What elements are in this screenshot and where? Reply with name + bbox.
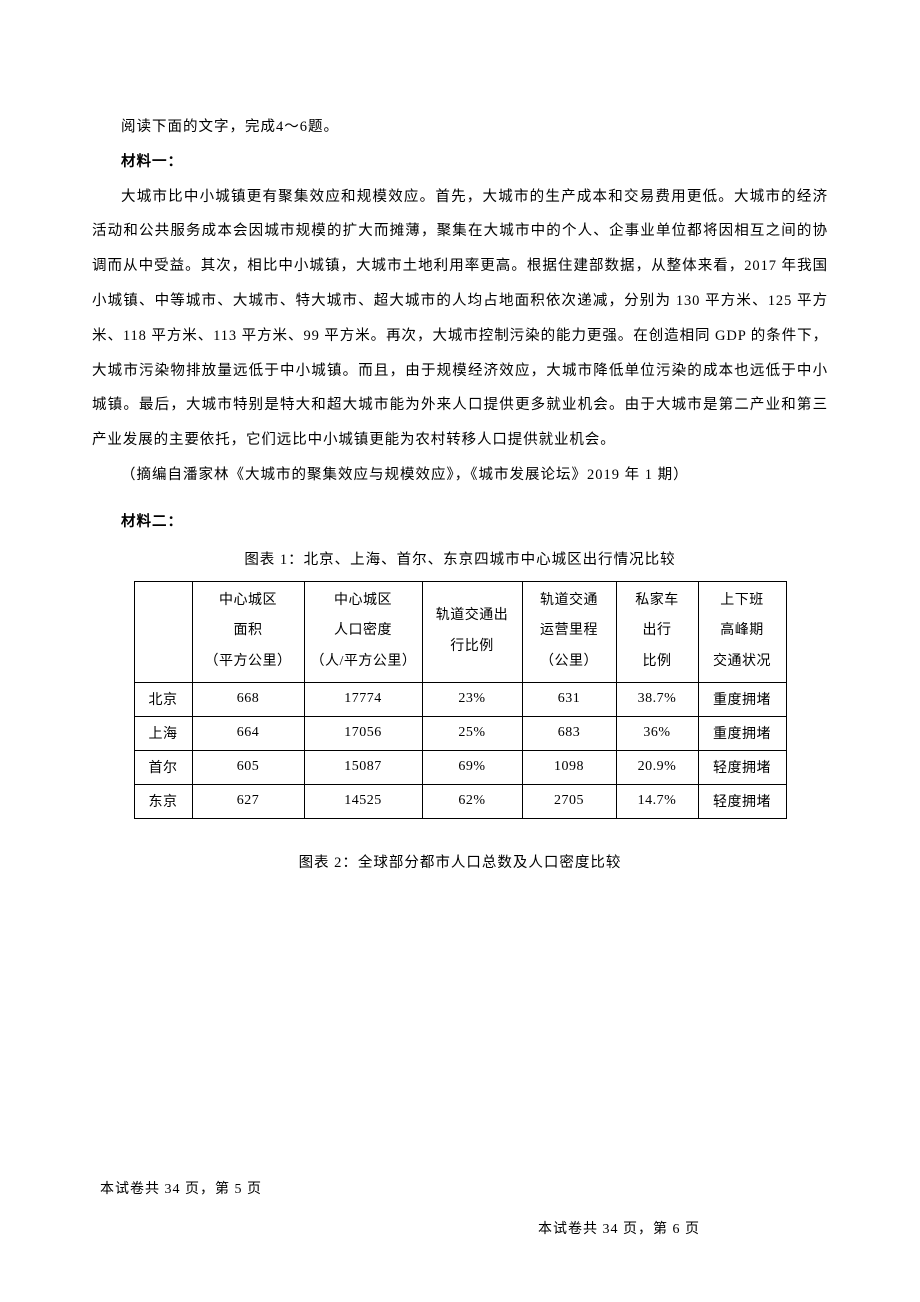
- hdr1-l1: 中心城区: [199, 586, 298, 617]
- cell-city: 首尔: [134, 750, 192, 784]
- hdr6-l1: 上下班: [705, 586, 780, 617]
- cell-rail-km: 631: [522, 682, 616, 716]
- cell-car-ratio: 14.7%: [616, 784, 698, 818]
- hdr5-l2: 出行: [623, 616, 692, 647]
- cell-city: 上海: [134, 716, 192, 750]
- table1-hdr-5: 私家车 出行 比例: [616, 581, 698, 682]
- cell-traffic: 重度拥堵: [698, 682, 786, 716]
- table1: 中心城区 面积 （平方公里） 中心城区 人口密度 （人/平方公里） 轨道交通出 …: [134, 581, 787, 819]
- cell-car-ratio: 38.7%: [616, 682, 698, 716]
- footer-left: 本试卷共 34 页，第 5 页: [100, 1178, 262, 1198]
- table1-hdr-2: 中心城区 人口密度 （人/平方公里）: [304, 581, 422, 682]
- cell-area: 605: [192, 750, 304, 784]
- footer-right: 本试卷共 34 页，第 6 页: [538, 1218, 700, 1238]
- cell-area: 668: [192, 682, 304, 716]
- cell-density: 14525: [304, 784, 422, 818]
- hdr2-l1: 中心城区: [311, 586, 416, 617]
- cell-density: 17056: [304, 716, 422, 750]
- cell-rail-km: 2705: [522, 784, 616, 818]
- table1-title: 图表 1：北京、上海、首尔、东京四城市中心城区出行情况比较: [92, 546, 828, 575]
- hdr6-l2: 高峰期: [705, 616, 780, 647]
- cell-area: 627: [192, 784, 304, 818]
- hdr1-l2: 面积: [199, 616, 298, 647]
- material1-heading: 材料一：: [92, 145, 828, 180]
- table1-hdr-6: 上下班 高峰期 交通状况: [698, 581, 786, 682]
- cell-rail-km: 1098: [522, 750, 616, 784]
- hdr6-l3: 交通状况: [705, 647, 780, 678]
- cell-rail-km: 683: [522, 716, 616, 750]
- table-row: 首尔 605 15087 69% 1098 20.9% 轻度拥堵: [134, 750, 786, 784]
- material1-citation: （摘编自潘家林《大城市的聚集效应与规模效应》，《城市发展论坛》2019 年 1 …: [92, 458, 828, 493]
- hdr2-l2: 人口密度: [311, 616, 416, 647]
- cell-traffic: 轻度拥堵: [698, 784, 786, 818]
- table1-hdr-1: 中心城区 面积 （平方公里）: [192, 581, 304, 682]
- table1-hdr-4: 轨道交通 运营里程 （公里）: [522, 581, 616, 682]
- cell-city: 东京: [134, 784, 192, 818]
- cell-density: 15087: [304, 750, 422, 784]
- table-row: 上海 664 17056 25% 683 36% 重度拥堵: [134, 716, 786, 750]
- cell-rail-ratio: 25%: [422, 716, 522, 750]
- cell-car-ratio: 36%: [616, 716, 698, 750]
- hdr4-l3: （公里）: [529, 647, 610, 678]
- intro-text: 阅读下面的文字，完成4～6题。: [92, 110, 828, 145]
- cell-traffic: 重度拥堵: [698, 716, 786, 750]
- cell-density: 17774: [304, 682, 422, 716]
- cell-car-ratio: 20.9%: [616, 750, 698, 784]
- table1-hdr-3: 轨道交通出 行比例: [422, 581, 522, 682]
- hdr1-l3: （平方公里）: [199, 647, 298, 678]
- cell-rail-ratio: 62%: [422, 784, 522, 818]
- hdr5-l1: 私家车: [623, 586, 692, 617]
- cell-rail-ratio: 23%: [422, 682, 522, 716]
- hdr4-l1: 轨道交通: [529, 586, 610, 617]
- hdr2-l3: （人/平方公里）: [311, 647, 416, 678]
- hdr5-l3: 比例: [623, 647, 692, 678]
- cell-traffic: 轻度拥堵: [698, 750, 786, 784]
- table-row: 北京 668 17774 23% 631 38.7% 重度拥堵: [134, 682, 786, 716]
- table2-title: 图表 2：全球部分都市人口总数及人口密度比较: [92, 849, 828, 878]
- cell-area: 664: [192, 716, 304, 750]
- table-row: 东京 627 14525 62% 2705 14.7% 轻度拥堵: [134, 784, 786, 818]
- table1-header-row: 中心城区 面积 （平方公里） 中心城区 人口密度 （人/平方公里） 轨道交通出 …: [134, 581, 786, 682]
- hdr3-l1: 轨道交通出: [429, 601, 516, 632]
- material2-heading: 材料二：: [92, 505, 828, 540]
- material1-paragraph: 大城市比中小城镇更有聚集效应和规模效应。首先，大城市的生产成本和交易费用更低。大…: [92, 180, 828, 458]
- hdr3-l2: 行比例: [429, 632, 516, 663]
- table1-hdr-0: [134, 581, 192, 682]
- hdr4-l2: 运营里程: [529, 616, 610, 647]
- cell-rail-ratio: 69%: [422, 750, 522, 784]
- cell-city: 北京: [134, 682, 192, 716]
